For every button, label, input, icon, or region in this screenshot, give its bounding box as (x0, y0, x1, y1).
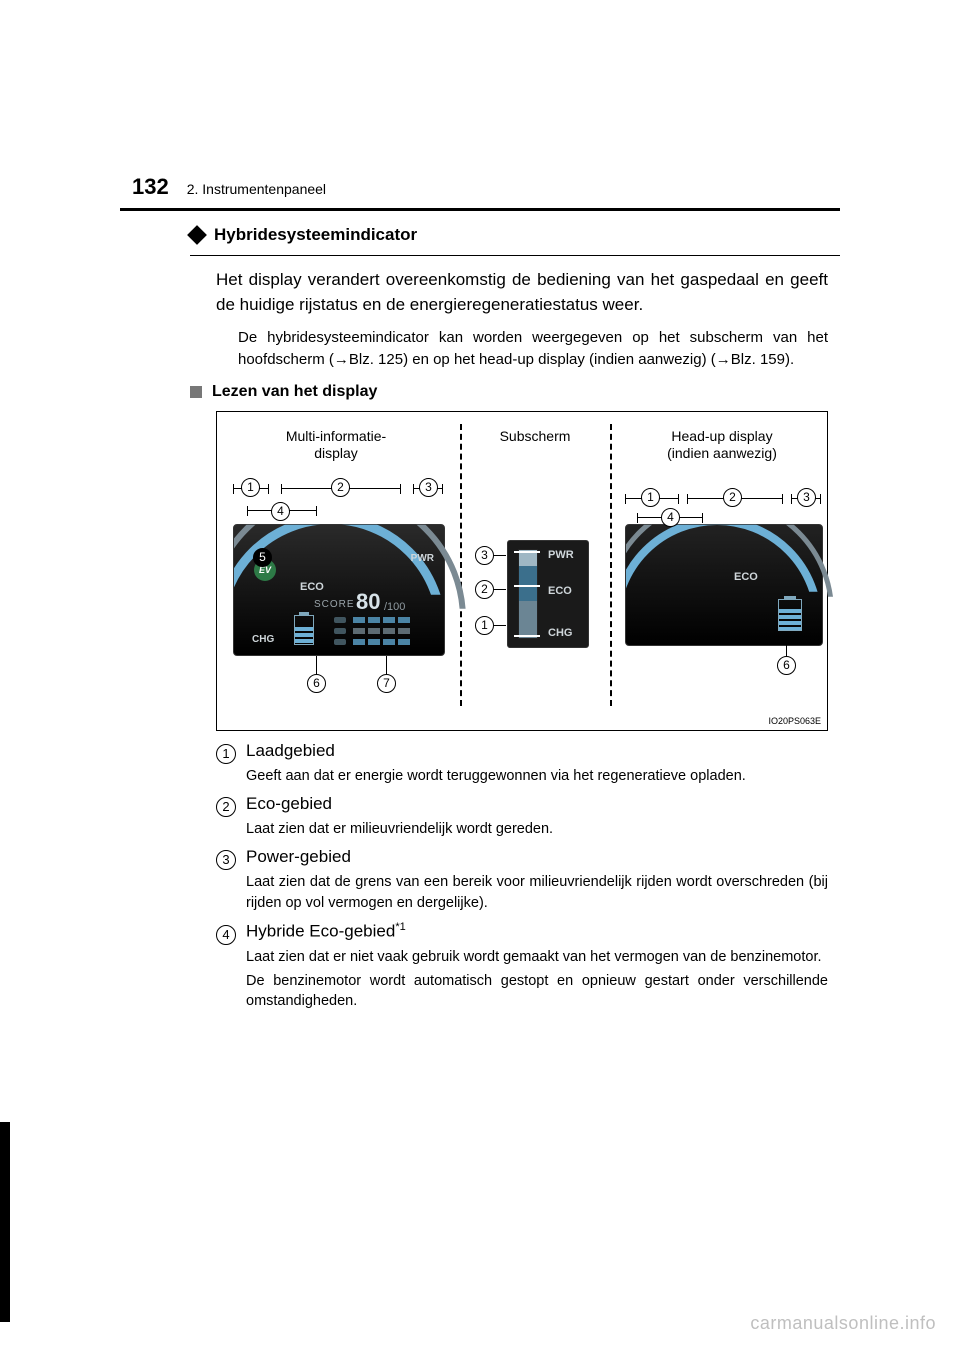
def-num-2: 2 (216, 797, 236, 817)
battery-icon (294, 615, 314, 645)
def-desc-1: Geeft aan dat er energie wordt teruggewo… (246, 766, 828, 786)
callout-1c: 1 (641, 488, 660, 507)
vertical-bar (518, 549, 538, 639)
def-desc-2: Laat zien dat er milieuvriendelijk wordt… (246, 819, 828, 839)
callout-4a: 4 (271, 502, 290, 521)
leader-6a (316, 656, 317, 674)
callout-2a: 2 (331, 478, 350, 497)
page-number: 132 (132, 174, 169, 200)
multi-info-display: PWR ECO SCORE 80 /100 CHG EV (233, 524, 445, 656)
callout-5: 5 (253, 548, 272, 567)
leader-1b (494, 625, 506, 626)
score-value: 80 (356, 589, 380, 615)
callout-4c: 4 (661, 508, 680, 527)
leader-6c (786, 644, 787, 656)
def-num-4: 4 (216, 925, 236, 945)
def-row-4: 4 Hybride Eco-gebied*1 (216, 921, 828, 943)
eco-bars (334, 617, 422, 645)
section-title: Hybridesysteemindicator (214, 225, 417, 245)
leader-3b (494, 555, 506, 556)
divider-2 (610, 424, 612, 706)
eco-label: ECO (300, 581, 324, 593)
square-bullet-icon (190, 386, 202, 398)
header: 132 2. Instrumentenpaneel (120, 174, 840, 200)
callout-7: 7 (377, 674, 396, 693)
def-num-3: 3 (216, 850, 236, 870)
def-term-3: Power-gebied (246, 847, 351, 867)
pwr-label-2: PWR (548, 549, 574, 561)
def-term-4: Hybride Eco-gebied*1 (246, 921, 406, 942)
chg-label-2: CHG (548, 627, 572, 639)
leader-7 (386, 656, 387, 674)
side-tab (0, 1122, 10, 1322)
def-row-1: 1 Laadgebied (216, 741, 828, 762)
subhead: Lezen van het display (212, 383, 377, 401)
diagram-col1-label: Multi-informatie- display (217, 428, 455, 463)
diamond-bullet-icon (187, 225, 207, 245)
bar-divider-bot (514, 635, 540, 637)
def-desc-3: Laat zien dat de grens van een bereik vo… (246, 872, 828, 913)
diagram-col2-label: Subscherm (465, 428, 605, 446)
score-label: SCORE (314, 599, 355, 610)
callout-3b: 3 (475, 546, 494, 565)
callout-3c: 3 (797, 488, 816, 507)
pwr-label: PWR (411, 553, 434, 564)
def-num-1: 1 (216, 744, 236, 764)
sub-intro-text: De hybridesysteemindicator kan worden we… (238, 327, 828, 371)
callout-2c: 2 (723, 488, 742, 507)
def-term-4-sup: *1 (395, 921, 405, 933)
callout-6c: 6 (777, 656, 796, 675)
def-desc-4b: De benzinemotor wordt automatisch gestop… (246, 971, 828, 1012)
chapter-label: 2. Instrumentenpaneel (187, 181, 326, 197)
callout-1b: 1 (475, 616, 494, 635)
diagram-code: IO20PS063E (768, 716, 821, 726)
section-title-row: Hybridesysteemindicator (120, 225, 840, 245)
header-rule (120, 208, 840, 211)
subscherm-display: PWR ECO CHG (507, 540, 589, 648)
bar-divider-top (514, 551, 540, 553)
callout-2b: 2 (475, 580, 494, 599)
section-rule (190, 255, 840, 256)
hud-battery-icon (778, 599, 802, 631)
diagram-col3-label: Head-up display (indien aanwezig) (615, 428, 829, 463)
eco-label-3: ECO (734, 571, 758, 583)
score-max: /100 (384, 601, 405, 613)
divider-1 (460, 424, 462, 706)
callout-3a: 3 (419, 478, 438, 497)
callout-1a: 1 (241, 478, 260, 497)
def-row-3: 3 Power-gebied (216, 847, 828, 868)
page: 132 2. Instrumentenpaneel Hybridesysteem… (0, 0, 960, 1358)
def-term-4-text: Hybride Eco-gebied (246, 922, 395, 941)
def-desc-4a: Laat zien dat er niet vaak gebruik wordt… (246, 947, 828, 967)
def-row-2: 2 Eco-gebied (216, 794, 828, 815)
intro-text: Het display verandert overeenkomstig de … (216, 268, 828, 317)
watermark: carmanualsonline.info (750, 1313, 936, 1334)
diagram: Multi-informatie- display Subscherm Head… (216, 411, 828, 731)
subhead-row: Lezen van het display (120, 383, 840, 401)
bar-divider-mid (514, 585, 540, 587)
eco-label-2: ECO (548, 585, 572, 597)
callout-6a: 6 (307, 674, 326, 693)
def-term-2: Eco-gebied (246, 794, 332, 814)
head-up-display: ECO (625, 524, 823, 646)
chg-label: CHG (252, 634, 274, 645)
leader-2b (494, 589, 506, 590)
def-term-1: Laadgebied (246, 741, 335, 761)
